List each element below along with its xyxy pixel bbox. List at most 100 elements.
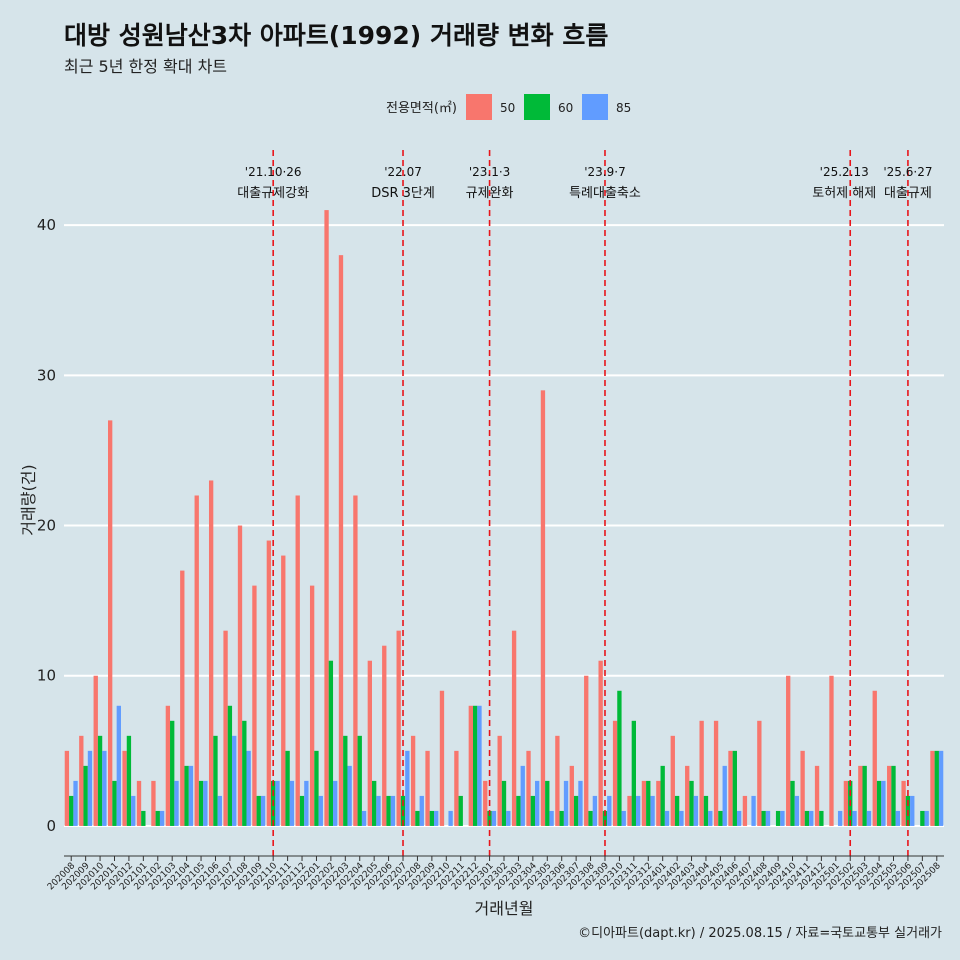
bar-202303-85 bbox=[520, 765, 525, 826]
bar-202010-60 bbox=[97, 735, 103, 826]
bar-202310-85 bbox=[621, 810, 626, 826]
bar-202503-50 bbox=[858, 765, 863, 826]
legend-label-85: 85 bbox=[616, 101, 631, 115]
bar-202303-60 bbox=[516, 795, 521, 826]
x-axis-label: 거래년월 bbox=[475, 899, 534, 918]
bar-202106-60 bbox=[213, 735, 218, 826]
bar-202209-60 bbox=[429, 810, 435, 826]
bar-202203-60 bbox=[343, 735, 348, 826]
bar-202208-50 bbox=[410, 735, 416, 826]
event-date-label: '21.10·26 bbox=[245, 165, 302, 179]
legend-swatch-60 bbox=[524, 94, 550, 120]
bar-202111-60 bbox=[285, 750, 290, 826]
event-name-label: 규제완화 bbox=[466, 186, 514, 201]
bar-202009-60 bbox=[83, 765, 88, 826]
bar-202103-60 bbox=[170, 720, 175, 826]
bar-202011-60 bbox=[112, 780, 117, 826]
bar-202401-50 bbox=[656, 780, 661, 826]
bar-202402-85 bbox=[679, 810, 684, 826]
bar-202108-85 bbox=[246, 750, 251, 826]
bar-202308-85 bbox=[592, 795, 598, 826]
bar-202104-50 bbox=[180, 570, 185, 826]
bar-202403-50 bbox=[685, 765, 690, 826]
bar-202403-60 bbox=[689, 780, 694, 826]
bar-202204-85 bbox=[361, 810, 367, 826]
bar-202404-60 bbox=[703, 795, 709, 826]
bar-202202-50 bbox=[324, 210, 329, 826]
bar-202105-50 bbox=[194, 495, 199, 826]
bar-202504-50 bbox=[872, 690, 877, 826]
bar-202503-60 bbox=[862, 765, 867, 826]
bar-202210-85 bbox=[448, 810, 453, 826]
y-tick-label: 30 bbox=[37, 366, 56, 384]
bar-202405-85 bbox=[722, 765, 727, 826]
bar-202305-60 bbox=[545, 780, 550, 826]
bar-202106-85 bbox=[217, 795, 222, 826]
bar-202403-85 bbox=[693, 795, 699, 826]
bar-202106-50 bbox=[208, 480, 214, 826]
bar-202012-85 bbox=[131, 795, 136, 826]
bar-202312-85 bbox=[650, 795, 655, 826]
bar-202307-50 bbox=[569, 765, 574, 826]
bar-202111-85 bbox=[289, 780, 295, 826]
legend-swatch-50 bbox=[466, 94, 492, 120]
bar-202011-85 bbox=[116, 705, 121, 826]
bar-202505-85 bbox=[895, 810, 900, 826]
legend: 전용면적(㎡) 50 60 85 bbox=[386, 94, 631, 120]
bar-202408-60 bbox=[761, 810, 766, 826]
bar-202508-50 bbox=[930, 750, 935, 826]
bar-202103-50 bbox=[165, 705, 171, 826]
bar-202309-50 bbox=[598, 660, 603, 826]
legend-swatch-85 bbox=[582, 94, 608, 120]
bar-202108-50 bbox=[237, 525, 243, 826]
bar-202101-50 bbox=[136, 780, 142, 826]
bar-202410-60 bbox=[790, 780, 795, 826]
bar-202502-50 bbox=[843, 780, 849, 826]
bar-202402-50 bbox=[670, 735, 675, 826]
bar-202202-85 bbox=[333, 780, 338, 826]
y-axis-ticks: 0 10 20 30 40 bbox=[37, 216, 56, 835]
bar-202108-60 bbox=[242, 720, 247, 826]
bar-202310-50 bbox=[612, 720, 618, 826]
bar-202312-50 bbox=[641, 780, 647, 826]
bar-202010-85 bbox=[102, 750, 107, 826]
bar-202202-60 bbox=[328, 660, 334, 826]
bar-202311-60 bbox=[631, 720, 636, 826]
event-date-label: '25.6·27 bbox=[883, 165, 932, 179]
bar-202112-85 bbox=[304, 780, 309, 826]
bar-202405-50 bbox=[713, 720, 719, 826]
bar-202101-60 bbox=[141, 810, 146, 826]
event-name-label: 대출규제강화 bbox=[237, 186, 309, 201]
bar-202201-85 bbox=[318, 795, 323, 826]
bar-202508-85 bbox=[938, 750, 944, 826]
bar-202311-85 bbox=[636, 795, 641, 826]
bar-202310-60 bbox=[617, 690, 622, 826]
event-name-label: 토허제 해제 bbox=[812, 186, 876, 201]
bar-202301-50 bbox=[483, 780, 488, 826]
chart-title: 대방 성원남산3차 아파트(1992) 거래량 변화 흐름 bbox=[64, 21, 609, 50]
bar-202009-85 bbox=[87, 750, 93, 826]
bar-202407-85 bbox=[751, 795, 756, 826]
bar-202109-60 bbox=[256, 795, 261, 826]
legend-label-50: 50 bbox=[500, 101, 515, 115]
bar-202105-85 bbox=[203, 780, 208, 826]
bar-202110-50 bbox=[266, 540, 272, 826]
bar-202305-50 bbox=[540, 390, 546, 826]
bar-202104-60 bbox=[184, 765, 189, 826]
bar-202406-60 bbox=[732, 750, 737, 826]
bar-202009-50 bbox=[79, 735, 84, 826]
y-axis-label: 거래량(건) bbox=[19, 464, 38, 535]
bar-202302-60 bbox=[501, 780, 507, 826]
bar-202306-50 bbox=[555, 735, 560, 826]
source-caption: ©디아파트(dapt.kr) / 2025.08.15 / 자료=국토교통부 실… bbox=[578, 926, 942, 941]
x-axis: 2020082020092020102020112020122021012021… bbox=[46, 855, 944, 892]
event-date-label: '23.9·7 bbox=[584, 165, 625, 179]
bar-202408-50 bbox=[757, 720, 762, 826]
bar-202411-85 bbox=[809, 810, 814, 826]
bar-202506-85 bbox=[910, 795, 915, 826]
bar-202112-50 bbox=[295, 495, 300, 826]
bar-202211-60 bbox=[458, 795, 463, 826]
bars bbox=[64, 210, 944, 826]
bar-202303-50 bbox=[511, 630, 517, 826]
